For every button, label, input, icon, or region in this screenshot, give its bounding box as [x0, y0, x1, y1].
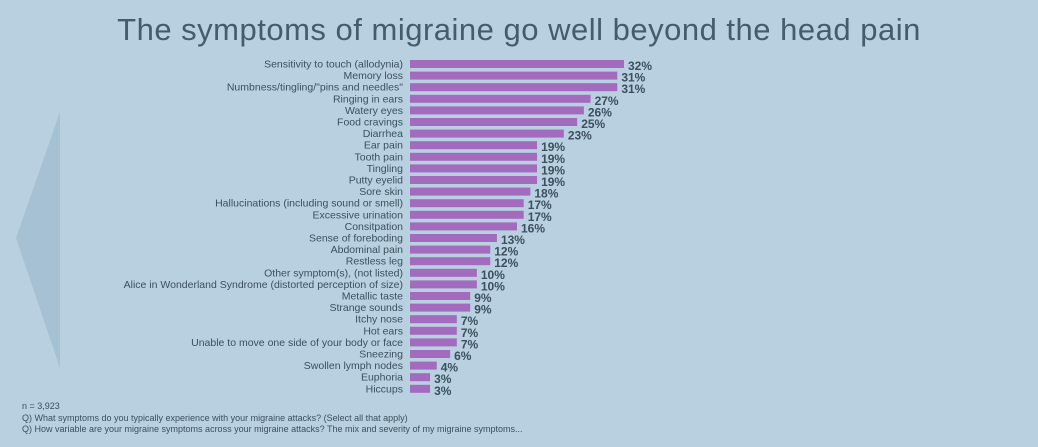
- bar: [410, 350, 451, 358]
- value-label: 17%: [528, 198, 552, 212]
- category-label: Sense of foreboding: [309, 233, 403, 245]
- bar: [410, 245, 491, 254]
- bar: [410, 315, 457, 324]
- question-2: Q) How variable are your migraine sympto…: [22, 424, 523, 434]
- bar: [410, 106, 584, 115]
- bar: [410, 152, 538, 161]
- category-label: Unable to move one side of your body or …: [191, 337, 403, 349]
- bar: [410, 257, 491, 266]
- value-label: 9%: [474, 291, 492, 305]
- value-label: 3%: [434, 384, 452, 398]
- bar: [410, 280, 477, 289]
- category-label: Excessive urination: [313, 209, 404, 221]
- bar: [410, 71, 618, 80]
- left-arrow-decoration: [16, 112, 60, 368]
- value-label: 12%: [494, 256, 518, 270]
- value-label: 16%: [521, 221, 545, 235]
- category-label: Sneezing: [359, 349, 403, 361]
- value-label: 27%: [595, 94, 619, 108]
- category-label: Itchy nose: [355, 314, 403, 326]
- value-label: 23%: [568, 129, 592, 143]
- bar: [410, 292, 471, 300]
- bar: [410, 384, 431, 393]
- category-label: Strange sounds: [329, 302, 403, 314]
- value-label: 19%: [541, 175, 565, 189]
- value-label: 19%: [541, 140, 565, 154]
- category-label: Hiccups: [366, 383, 403, 395]
- value-label: 7%: [461, 314, 479, 328]
- value-label: 26%: [588, 105, 612, 119]
- category-label: Restless leg: [346, 256, 403, 268]
- category-label: Swollen lymph nodes: [304, 360, 403, 372]
- value-label: 10%: [481, 279, 505, 293]
- category-label: Food cravings: [337, 117, 403, 129]
- category-label: Putty eyelid: [349, 175, 403, 187]
- bar: [410, 141, 538, 150]
- value-label: 9%: [474, 303, 492, 317]
- value-label: 19%: [541, 163, 565, 177]
- category-label: Numbness/tingling/"pins and needles": [227, 82, 403, 94]
- bar: [410, 222, 517, 231]
- bar: [410, 118, 578, 126]
- bar: [410, 129, 564, 138]
- category-label: Sensitivity to touch (allodynia): [264, 59, 403, 71]
- bar: [410, 234, 497, 242]
- bar: [410, 199, 524, 208]
- bar: [410, 60, 624, 68]
- bar: [410, 338, 457, 347]
- category-label: Consitpation: [345, 221, 404, 233]
- category-label: Metallic taste: [342, 291, 403, 303]
- value-label: 17%: [528, 210, 552, 224]
- footer-notes: n = 3,923 Q) What symptoms do you typica…: [22, 401, 523, 436]
- category-label: Watery eyes: [345, 105, 403, 117]
- bar: [410, 361, 437, 370]
- value-label: 31%: [621, 71, 645, 85]
- bar: [410, 326, 457, 335]
- category-label: Euphoria: [361, 372, 403, 384]
- value-label: 6%: [454, 349, 472, 363]
- value-label: 7%: [461, 326, 479, 340]
- value-label: 7%: [461, 337, 479, 351]
- value-label: 25%: [581, 117, 605, 131]
- bar: [410, 164, 538, 173]
- question-1: Q) What symptoms do you typically experi…: [22, 412, 408, 423]
- bar: [410, 176, 538, 184]
- category-label: Sore skin: [359, 186, 403, 198]
- category-label: Tooth pain: [355, 151, 404, 163]
- bar: [410, 83, 618, 92]
- category-label: Diarrhea: [363, 128, 403, 140]
- value-label: 10%: [481, 268, 505, 282]
- category-label: Hot ears: [363, 325, 403, 337]
- bar: [410, 210, 524, 219]
- value-label: 13%: [501, 233, 525, 247]
- category-label: Hallucinations (including sound or smell…: [215, 198, 403, 210]
- page-title: The symptoms of migraine go well beyond …: [117, 12, 921, 47]
- category-label: Other symptom(s), (not listed): [264, 267, 403, 279]
- value-label: 32%: [628, 59, 652, 73]
- category-label: Memory loss: [343, 70, 403, 82]
- value-label: 3%: [434, 372, 452, 386]
- category-label: Ear pain: [364, 140, 403, 152]
- value-label: 4%: [441, 361, 459, 375]
- value-label: 18%: [534, 187, 558, 201]
- value-label: 12%: [494, 245, 518, 259]
- bar: [410, 187, 531, 196]
- bar: [410, 373, 431, 382]
- category-label: Alice in Wonderland Syndrome (distorted …: [124, 279, 403, 291]
- category-label: Abdominal pain: [331, 244, 404, 256]
- sample-size: n = 3,923: [22, 401, 60, 411]
- value-label: 31%: [621, 82, 645, 96]
- category-label: Tingling: [367, 163, 404, 175]
- bar: [410, 268, 477, 277]
- bar: [410, 303, 471, 312]
- category-label: Ringing in ears: [333, 93, 403, 105]
- value-label: 19%: [541, 152, 565, 166]
- bar: [410, 94, 591, 103]
